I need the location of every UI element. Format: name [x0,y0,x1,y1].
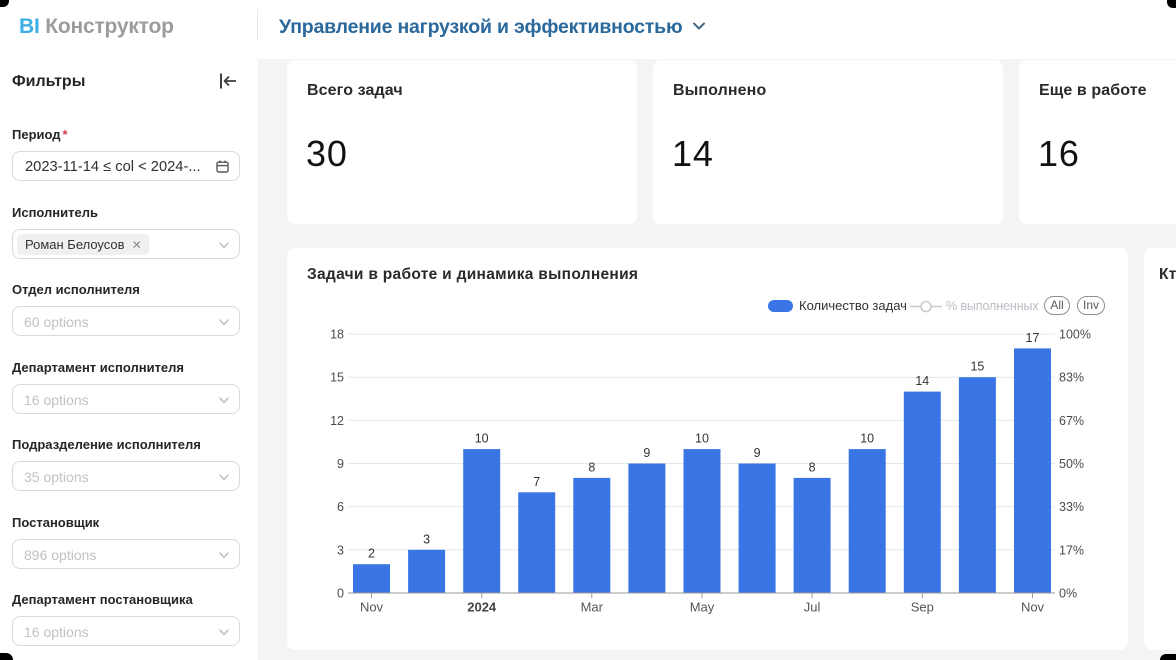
svg-text:50%: 50% [1059,457,1084,471]
svg-text:9: 9 [754,446,761,460]
svg-text:100%: 100% [1059,328,1091,342]
svg-text:83%: 83% [1059,371,1084,385]
svg-text:6: 6 [337,500,344,514]
svg-text:Mar: Mar [581,600,604,615]
svg-text:9: 9 [643,446,650,460]
svg-text:67%: 67% [1059,414,1084,428]
svg-text:10: 10 [695,432,709,446]
svg-text:0%: 0% [1059,587,1077,601]
svg-text:10: 10 [475,432,489,446]
svg-text:Nov: Nov [1021,600,1045,615]
svg-text:7: 7 [533,475,540,489]
svg-text:3: 3 [337,543,344,557]
svg-text:Nov: Nov [360,600,384,615]
svg-text:10: 10 [860,432,874,446]
svg-text:8: 8 [588,460,595,474]
svg-text:May: May [690,600,715,615]
svg-text:17: 17 [1026,331,1040,345]
svg-text:15: 15 [330,371,344,385]
svg-text:8: 8 [809,460,816,474]
svg-text:0: 0 [337,587,344,601]
svg-text:33%: 33% [1059,500,1084,514]
svg-text:Jul: Jul [804,600,821,615]
svg-text:3: 3 [423,532,430,546]
svg-text:12: 12 [330,414,344,428]
svg-text:14: 14 [915,374,929,388]
svg-text:17%: 17% [1059,543,1084,557]
svg-text:18: 18 [330,328,344,342]
svg-text:9: 9 [337,457,344,471]
svg-text:15: 15 [970,360,984,374]
svg-text:Sep: Sep [911,600,934,615]
svg-text:2: 2 [368,547,375,561]
svg-text:2024: 2024 [467,600,497,615]
